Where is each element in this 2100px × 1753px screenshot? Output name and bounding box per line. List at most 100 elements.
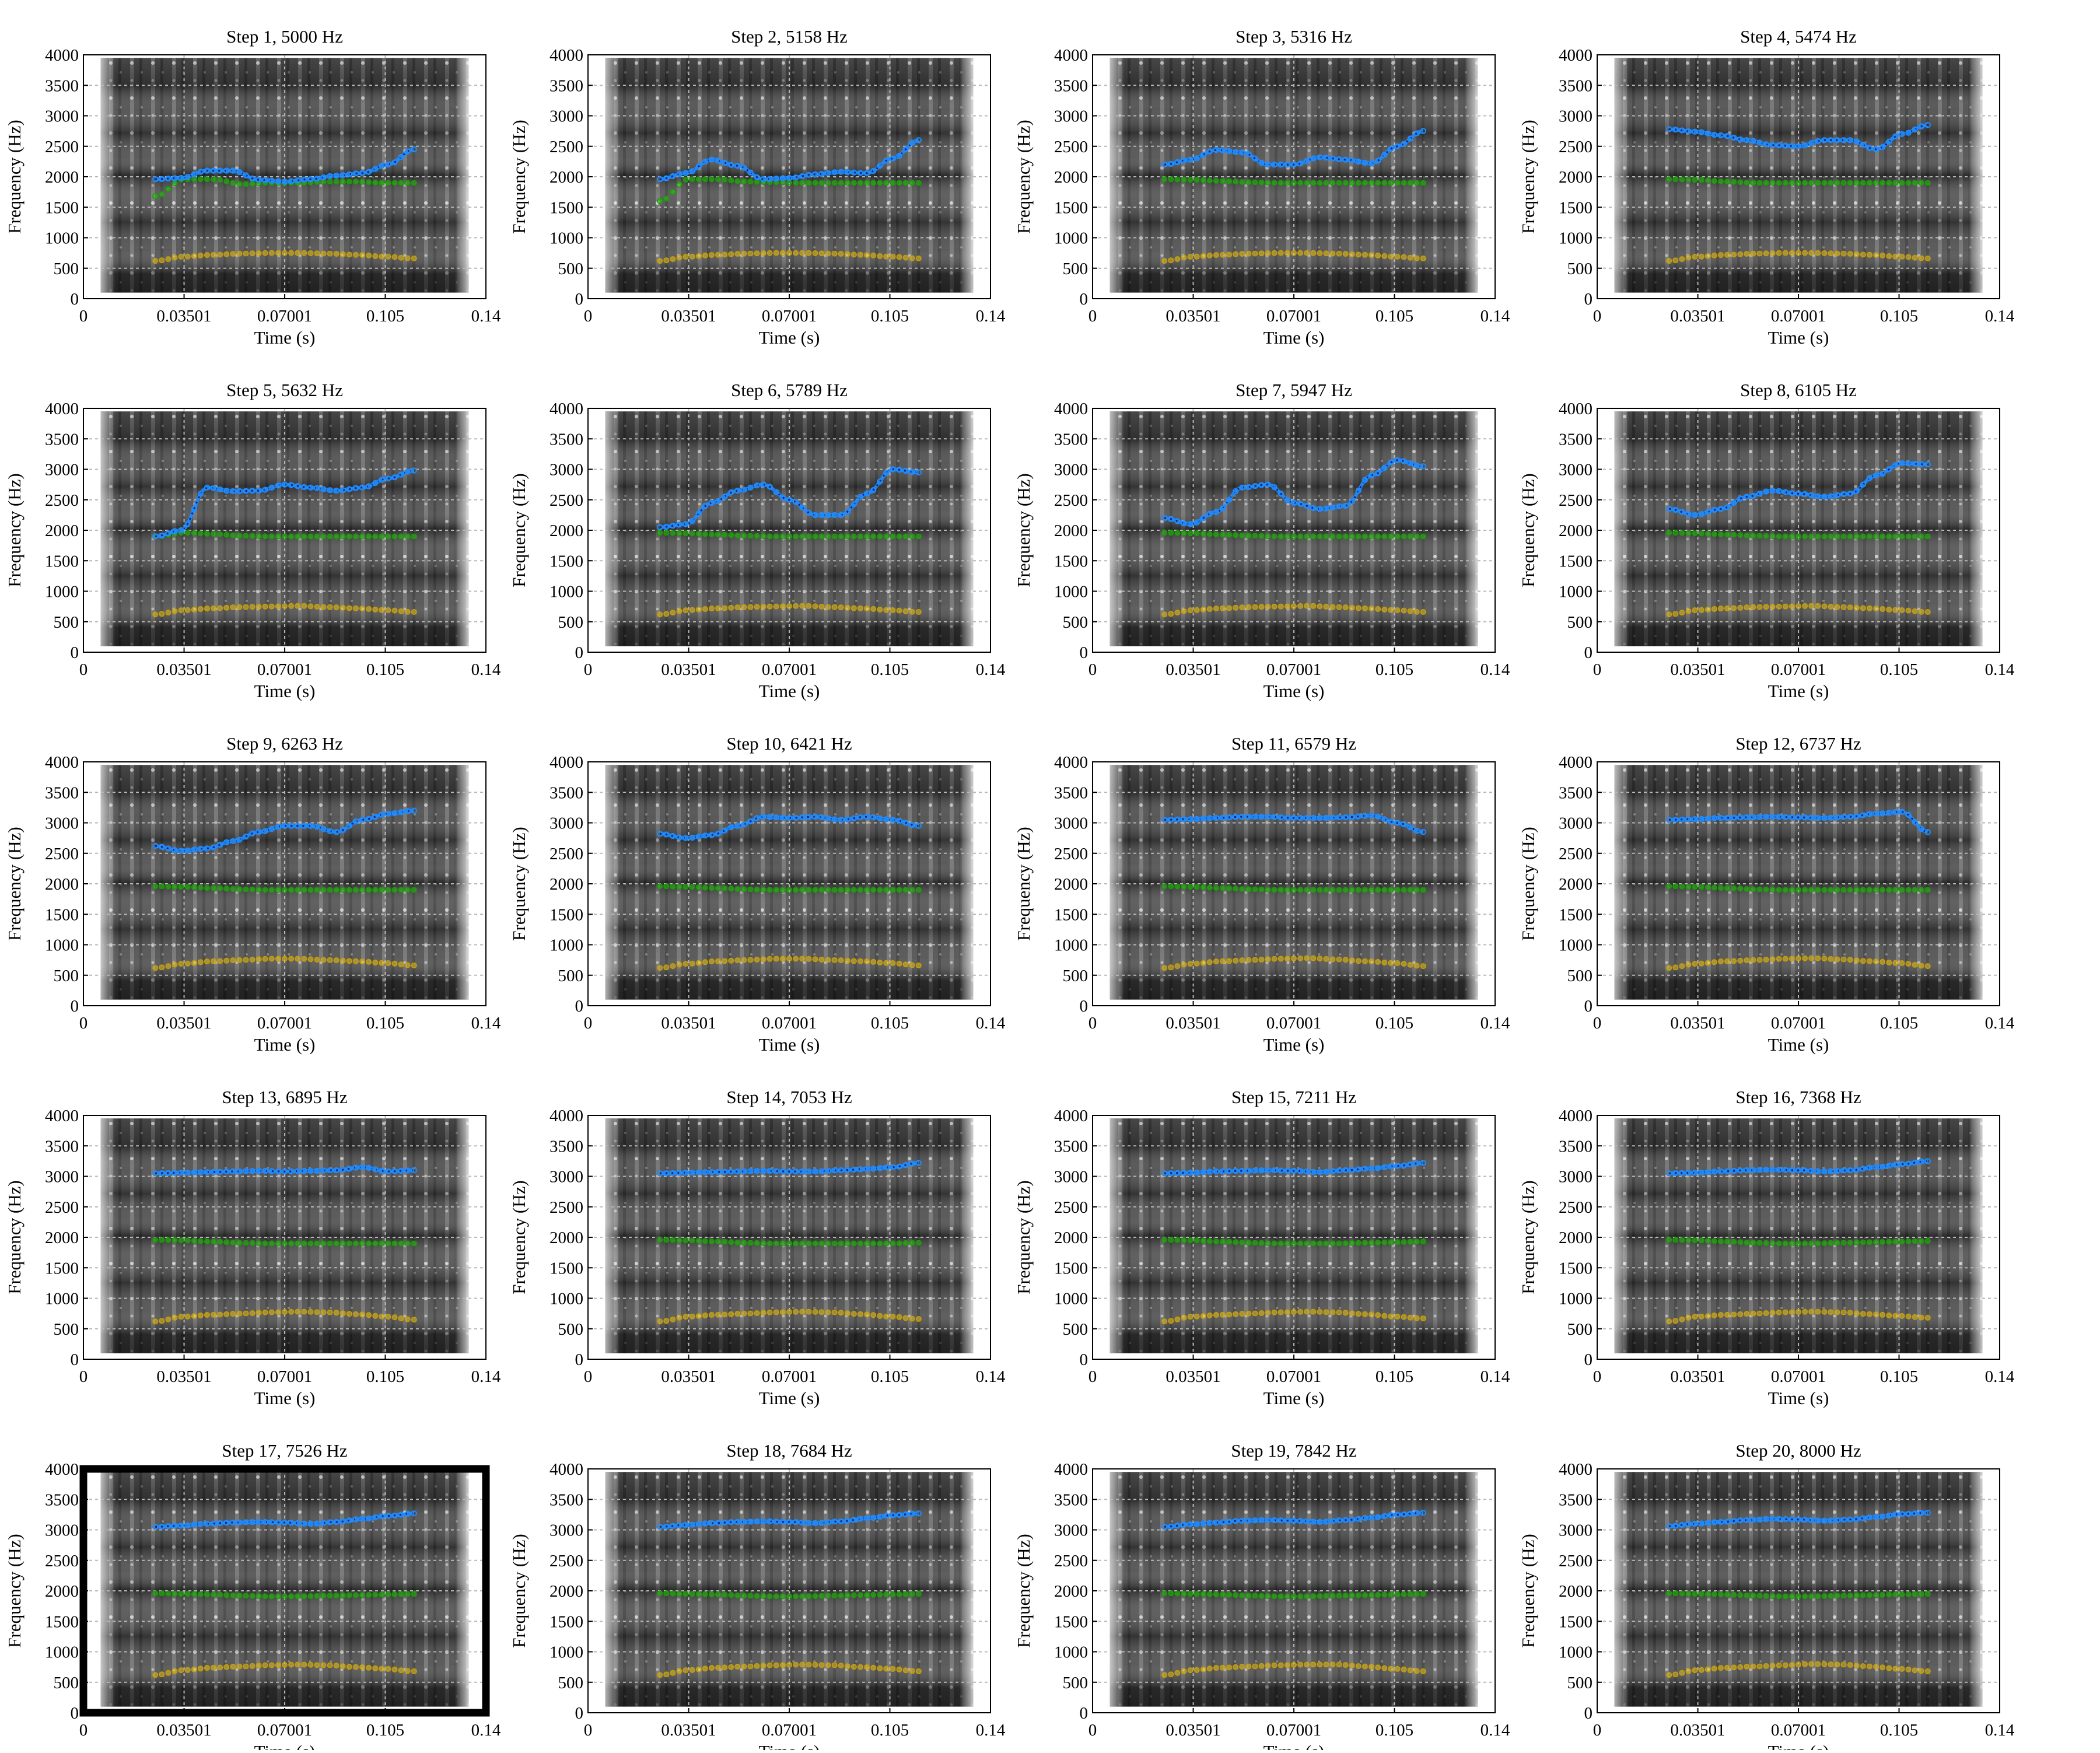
F2-point [1704, 884, 1711, 890]
F3-point [1853, 1516, 1860, 1523]
F1-point [1912, 254, 1918, 261]
F3-point [1290, 499, 1297, 506]
F3-point [1679, 127, 1685, 134]
y-tick-label: 2500 [550, 491, 583, 510]
F3-point [301, 484, 307, 491]
F1-point [850, 1664, 857, 1670]
F2-point [870, 887, 877, 893]
F1-point [346, 1664, 352, 1670]
F2-point [197, 884, 204, 891]
F3-point [1245, 151, 1252, 158]
F2-point [1666, 883, 1672, 890]
F2-point [1342, 533, 1349, 540]
F3-point [327, 1519, 333, 1525]
F3-point [236, 1168, 243, 1175]
F3-point [256, 1167, 262, 1174]
F1-point [1905, 1313, 1912, 1320]
y-tick-label: 2000 [550, 875, 583, 894]
F2-point [766, 1240, 773, 1247]
F2-point [1912, 180, 1918, 186]
F2-point [708, 176, 715, 183]
F3-point [1219, 505, 1226, 512]
F2-point [1401, 1591, 1407, 1598]
F2-point [1174, 176, 1181, 183]
F3-point [1394, 1163, 1401, 1169]
F2-point [1698, 884, 1704, 890]
F3-point [1730, 814, 1737, 821]
F2-point [1899, 180, 1905, 186]
F2-point [1666, 1237, 1672, 1243]
F1-point [372, 606, 379, 613]
F3-point [1168, 1170, 1174, 1177]
F1-point [722, 1664, 728, 1671]
F3-point [902, 1162, 909, 1168]
y-tick-label: 500 [558, 613, 584, 632]
x-tick-label: 0 [1088, 1367, 1097, 1386]
F2-point [1233, 886, 1239, 892]
F1-point [333, 1310, 340, 1316]
F2-point [825, 1593, 831, 1599]
F3-point [728, 489, 734, 496]
F1-point [152, 1672, 159, 1678]
F3-point [1918, 461, 1924, 468]
F1-point [1213, 1311, 1219, 1318]
F2-point [695, 176, 702, 183]
F2-point [877, 533, 883, 540]
F2-point [1776, 887, 1782, 893]
F3-point [320, 1520, 327, 1526]
F2-point [1206, 884, 1213, 891]
F1-point [211, 251, 217, 258]
F3-point [1756, 491, 1763, 497]
x-tick-label: 0 [1088, 1721, 1097, 1740]
F1-point [1717, 1665, 1724, 1671]
F3-point [689, 518, 695, 524]
F2-point [896, 533, 902, 540]
F2-point [1420, 1238, 1426, 1245]
F1-point [831, 1662, 838, 1668]
y-tick-label: 4000 [1054, 753, 1088, 772]
F2-point [844, 1240, 850, 1247]
F2-point [1744, 1592, 1750, 1598]
F2-point [1853, 887, 1860, 893]
F2-point [197, 176, 204, 183]
F1-point [223, 251, 230, 257]
F2-point [1329, 1240, 1336, 1247]
F2-point [1892, 180, 1899, 186]
F2-point [1265, 533, 1271, 540]
F1-point [1200, 960, 1206, 966]
F2-point [391, 1240, 398, 1247]
F3-point [657, 1170, 663, 1177]
F3-point [1187, 521, 1194, 527]
F1-point [1711, 959, 1717, 965]
F2-point [1892, 1591, 1899, 1598]
y-tick-label: 2500 [1559, 138, 1592, 156]
x-tick-label: 0.14 [471, 1367, 501, 1386]
F2-point [812, 1240, 818, 1247]
F2-point [333, 1240, 340, 1247]
F3-point [288, 1168, 295, 1175]
F2-point [1679, 1590, 1685, 1597]
F1-point [385, 960, 391, 966]
F2-point [1368, 533, 1375, 540]
F1-point [1802, 1661, 1808, 1667]
F2-point [366, 179, 372, 186]
F3-point [806, 1520, 812, 1526]
F1-point [243, 1310, 249, 1317]
F2-point [288, 1593, 295, 1600]
F3-point [1362, 159, 1368, 166]
F2-point [281, 887, 288, 893]
F3-point [1717, 132, 1724, 139]
F1-point [295, 603, 301, 609]
F3-point [1317, 1169, 1323, 1175]
F1-point [307, 603, 314, 610]
F3-point [1853, 1167, 1860, 1173]
F3-point [1873, 810, 1880, 817]
F1-point [883, 1313, 890, 1320]
F1-point [165, 1670, 172, 1676]
F1-point [1840, 1309, 1847, 1315]
x-tick-label: 0.14 [1985, 1721, 2015, 1740]
F2-point [1737, 532, 1744, 538]
F1-point [1233, 251, 1239, 257]
F1-point [1892, 1665, 1899, 1672]
F2-point [1323, 1240, 1329, 1247]
